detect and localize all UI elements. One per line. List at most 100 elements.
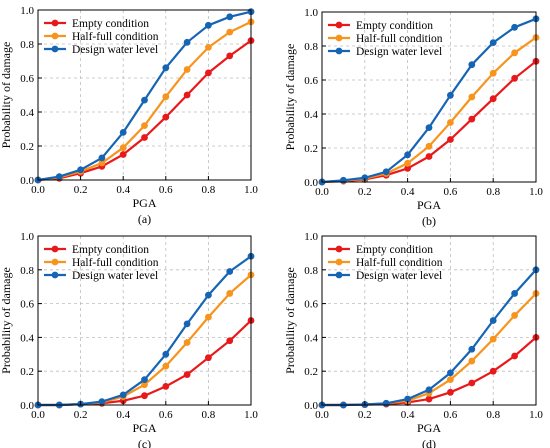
legend-swatch-marker	[335, 21, 343, 29]
data-point	[489, 69, 497, 77]
data-point	[447, 91, 454, 99]
y-tick-label: 0.4	[20, 332, 34, 344]
data-point	[98, 159, 106, 167]
data-point	[511, 312, 518, 319]
data-point	[447, 119, 454, 126]
data-point	[141, 134, 148, 141]
data-point	[404, 165, 411, 172]
data-point	[162, 93, 170, 101]
chart-panel-2: 0.0 0.2 0.4 0.6 0.8 1.0 0.0 0.2 0.4 0.6 0.8 1.0 PGA P…	[0, 231, 258, 448]
y-tick-label: 0.4	[20, 107, 34, 119]
data-point	[511, 23, 518, 31]
legend-label: Design water level	[72, 270, 158, 282]
data-point	[119, 129, 127, 136]
legend-swatch-marker	[51, 258, 59, 266]
data-point	[226, 337, 234, 345]
y-tick-label: 0.4	[304, 109, 318, 121]
legend-swatch-marker	[335, 258, 343, 266]
data-point	[511, 74, 518, 82]
data-point	[205, 354, 212, 362]
data-point	[141, 96, 148, 104]
legend-swatch-marker	[51, 19, 59, 27]
y-axis-label: Probability of damage	[0, 267, 13, 374]
data-point	[511, 352, 518, 360]
x-tick-label: 0.2	[358, 186, 372, 198]
data-point	[183, 66, 191, 73]
data-point	[340, 176, 347, 184]
y-tick-label: 0.0	[304, 177, 318, 189]
legend-label: Half-full condition	[72, 31, 159, 43]
y-tick-label: 0.6	[20, 73, 34, 85]
x-tick-label: 0.2	[74, 409, 88, 421]
data-point	[382, 168, 390, 176]
data-point	[226, 268, 234, 275]
x-tick-label: 1.0	[244, 184, 258, 196]
legend-label: Half-full condition	[72, 257, 159, 269]
data-point	[162, 64, 170, 72]
data-point	[425, 395, 433, 403]
panel-label: (a)	[138, 212, 151, 226]
data-point	[226, 52, 234, 60]
x-axis-label: PGA	[132, 196, 156, 210]
data-point	[98, 154, 106, 162]
legend-label: Half-full condition	[356, 257, 443, 269]
y-tick-label: 0.8	[20, 39, 34, 51]
data-point	[183, 38, 191, 46]
data-point	[489, 39, 497, 46]
x-tick-label: 0.8	[202, 409, 216, 421]
data-point	[183, 320, 191, 328]
x-tick-label: 0.2	[358, 409, 372, 421]
legend-swatch-marker	[335, 245, 343, 253]
data-point	[141, 392, 148, 400]
y-tick-label: 0.6	[304, 75, 318, 87]
x-tick-label: 1.0	[529, 186, 543, 198]
data-point	[404, 395, 411, 403]
data-point	[447, 376, 454, 384]
y-tick-label: 1.0	[304, 231, 318, 243]
data-point	[425, 142, 433, 150]
legend-label: Design water level	[356, 270, 442, 282]
legend-swatch-marker	[335, 47, 343, 55]
data-point	[162, 350, 170, 358]
data-point	[511, 290, 518, 297]
data-point	[205, 291, 212, 299]
y-tick-label: 0.6	[20, 299, 34, 311]
data-point	[205, 21, 212, 29]
legend-label: Design water level	[356, 46, 442, 58]
data-point	[468, 115, 476, 123]
data-point	[382, 399, 390, 407]
panel-label: (b)	[422, 214, 436, 228]
data-point	[404, 151, 411, 159]
data-point	[162, 362, 170, 370]
x-tick-label: 0.4	[116, 409, 130, 421]
panel-label: (d)	[422, 437, 436, 448]
legend-swatch-marker	[51, 271, 59, 279]
chart-panel-3: 0.0 0.2 0.4 0.6 0.8 1.0 0.0 0.2 0.4 0.6 0.8 1.0 PGA P…	[283, 231, 543, 448]
y-axis-label: Probability of damage	[283, 267, 297, 374]
legend-label: Design water level	[72, 44, 158, 56]
data-point	[205, 44, 212, 51]
data-point	[447, 136, 454, 143]
x-tick-label: 0.0	[315, 409, 329, 421]
x-axis-label: PGA	[417, 421, 441, 435]
data-point	[425, 124, 433, 131]
y-tick-label: 0.4	[304, 332, 318, 344]
panel-label: (c)	[138, 437, 151, 448]
x-tick-label: 0.6	[444, 409, 458, 421]
plot-frame	[37, 9, 252, 181]
y-tick-label: 0.0	[304, 400, 318, 412]
data-point	[404, 159, 411, 167]
x-tick-label: 1.0	[244, 409, 258, 421]
series-line-0	[37, 39, 252, 182]
data-point	[77, 166, 84, 174]
y-tick-label: 0.2	[304, 366, 318, 378]
data-point	[183, 339, 191, 346]
y-tick-label: 0.8	[20, 265, 34, 277]
legend-swatch-marker	[51, 245, 59, 253]
legend-swatch-marker	[51, 32, 59, 40]
x-tick-label: 0.4	[401, 186, 415, 198]
